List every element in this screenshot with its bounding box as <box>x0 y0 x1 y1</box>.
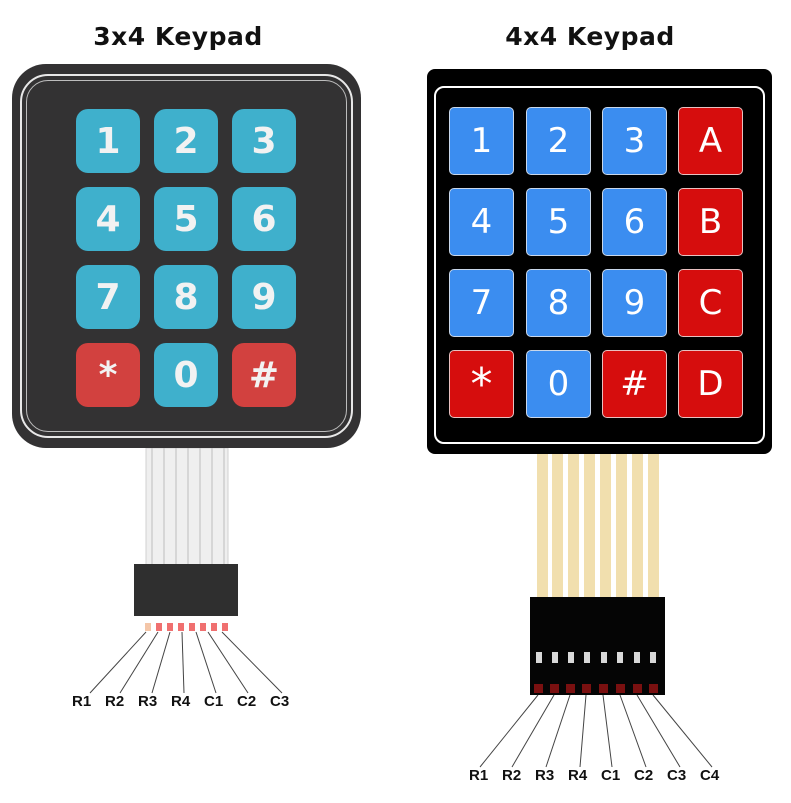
keypad-4x4-pin-label: C2 <box>634 767 654 784</box>
keypad-3x4-pin-label: C1 <box>204 693 224 710</box>
key-1[interactable]: 1 <box>449 107 514 175</box>
keypad-4x4-pin-label: R2 <box>502 767 522 784</box>
keypad-4x4-body: 1 2 3 A 4 5 6 B 7 8 9 C * 0 # D <box>427 69 772 454</box>
key-3[interactable]: 3 <box>602 107 667 175</box>
key-hash[interactable]: # <box>602 350 667 418</box>
keypad-4x4-pin-label: R1 <box>469 767 489 784</box>
key-star[interactable]: * <box>449 350 514 418</box>
key-hash[interactable]: # <box>232 343 296 407</box>
key-5[interactable]: 5 <box>154 187 218 251</box>
key-star[interactable]: * <box>76 343 140 407</box>
keypad-3x4-pin-label: R4 <box>171 693 191 710</box>
key-c[interactable]: C <box>678 269 743 337</box>
key-8[interactable]: 8 <box>154 265 218 329</box>
key-4[interactable]: 4 <box>449 188 514 256</box>
key-6[interactable]: 6 <box>232 187 296 251</box>
keypad-3x4-ribbon-cable <box>145 447 229 567</box>
keypad-3x4-outer-frame <box>20 74 353 438</box>
key-9[interactable]: 9 <box>232 265 296 329</box>
keypad-4x4-pin-label: C1 <box>601 767 621 784</box>
keypad-4x4-pin-label: R4 <box>568 767 588 784</box>
key-0[interactable]: 0 <box>526 350 591 418</box>
keypad-4x4-pin-label: C4 <box>700 767 720 784</box>
keypad-3x4-body: 1 2 3 4 5 6 7 8 9 * 0 # <box>12 64 361 448</box>
key-d[interactable]: D <box>678 350 743 418</box>
key-9[interactable]: 9 <box>602 269 667 337</box>
keypad-3x4-pin-label: R2 <box>105 693 125 710</box>
key-4[interactable]: 4 <box>76 187 140 251</box>
keypad-3x4-title: 3x4 Keypad <box>93 22 263 51</box>
keypad-3x4-pin-label: R3 <box>138 693 158 710</box>
key-5[interactable]: 5 <box>526 188 591 256</box>
key-1[interactable]: 1 <box>76 109 140 173</box>
keypad-3x4-pin-label: C2 <box>237 693 257 710</box>
key-3[interactable]: 3 <box>232 109 296 173</box>
keypad-4x4-connector <box>530 597 665 695</box>
key-2[interactable]: 2 <box>154 109 218 173</box>
keypad-4x4-pin-label: R3 <box>535 767 555 784</box>
keypad-4x4-connector-windows <box>536 652 656 663</box>
keypad-3x4-pins <box>145 623 228 631</box>
keypad-4x4-pins <box>534 684 658 693</box>
key-2[interactable]: 2 <box>526 107 591 175</box>
keypad-4x4-frame <box>434 86 765 444</box>
keypad-4x4-title: 4x4 Keypad <box>505 22 675 51</box>
key-7[interactable]: 7 <box>449 269 514 337</box>
keypad-3x4-pin-label: R1 <box>72 693 92 710</box>
key-8[interactable]: 8 <box>526 269 591 337</box>
key-b[interactable]: B <box>678 188 743 256</box>
keypad-3x4-inner-frame <box>26 80 347 432</box>
keypad-4x4-ribbon-cable <box>536 454 664 598</box>
keypad-4x4-pin-lines <box>479 694 713 768</box>
key-6[interactable]: 6 <box>602 188 667 256</box>
keypad-3x4-pin-label: C3 <box>270 693 290 710</box>
key-a[interactable]: A <box>678 107 743 175</box>
key-0[interactable]: 0 <box>154 343 218 407</box>
keypad-3x4-connector <box>134 564 238 616</box>
keypad-4x4-pin-label: C3 <box>667 767 687 784</box>
keypad-3x4-pin-lines <box>89 631 283 694</box>
key-7[interactable]: 7 <box>76 265 140 329</box>
